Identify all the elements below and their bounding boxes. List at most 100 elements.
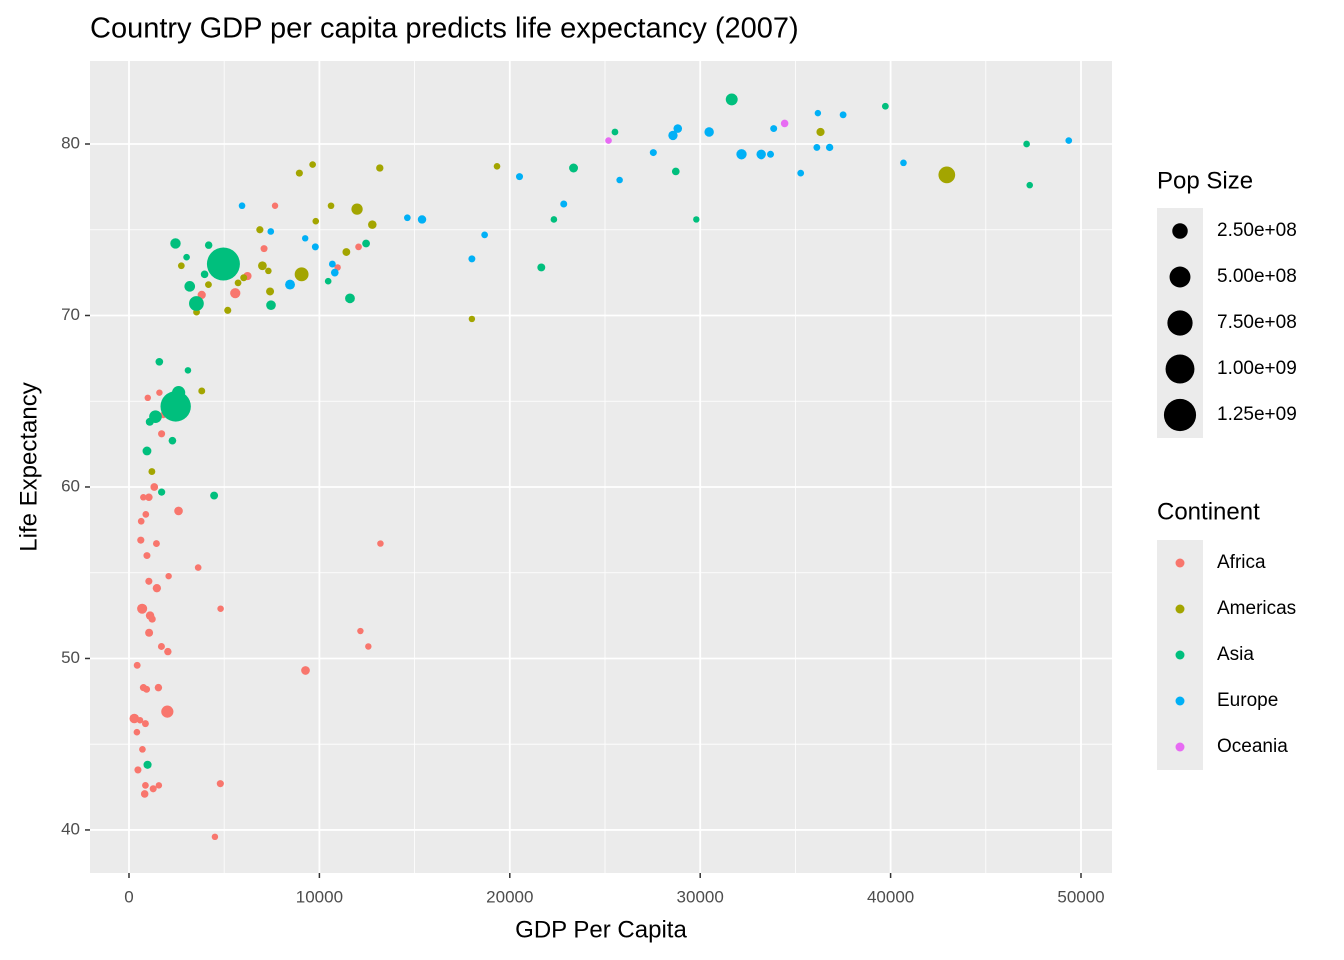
point — [725, 93, 738, 106]
point — [217, 605, 224, 612]
point — [330, 268, 339, 277]
legend-color-key — [1175, 696, 1185, 706]
point — [301, 666, 310, 675]
point — [311, 243, 319, 251]
point — [142, 511, 150, 518]
point — [814, 109, 822, 117]
point — [141, 720, 149, 728]
point — [194, 564, 202, 571]
y-tick-label: 60 — [61, 476, 80, 495]
point — [230, 288, 241, 299]
point — [143, 552, 151, 560]
point — [900, 159, 907, 167]
point — [256, 226, 264, 234]
point — [468, 315, 476, 323]
point — [184, 281, 196, 292]
point — [265, 267, 272, 275]
point — [324, 277, 332, 285]
point — [158, 430, 166, 438]
point — [368, 220, 377, 229]
panel — [90, 61, 1112, 873]
point — [704, 127, 714, 137]
legend-label: 7.50e+08 — [1217, 312, 1297, 333]
point — [362, 239, 370, 248]
y-tick-label: 70 — [61, 305, 80, 324]
point — [210, 491, 219, 500]
legend-color-key — [1175, 650, 1185, 660]
point — [839, 111, 847, 119]
point — [351, 203, 363, 215]
x-tick-label: 50000 — [1057, 887, 1104, 906]
legend-label: 2.50e+08 — [1217, 220, 1297, 241]
legend-color-key — [1175, 558, 1185, 568]
point — [560, 200, 568, 208]
point — [342, 248, 351, 256]
point — [177, 262, 185, 270]
point — [240, 274, 248, 282]
point — [129, 713, 140, 724]
legend-label: Oceania — [1217, 736, 1288, 757]
x-tick-label: 20000 — [486, 887, 533, 906]
legend-label: Americas — [1217, 598, 1296, 619]
point — [160, 391, 191, 422]
point — [770, 125, 778, 133]
legend-label: 1.25e+09 — [1217, 404, 1297, 425]
point — [143, 685, 151, 693]
point — [881, 102, 889, 110]
point — [152, 540, 160, 548]
legend-label: Asia — [1217, 644, 1254, 665]
point — [157, 642, 165, 650]
point — [145, 611, 155, 620]
point — [756, 149, 766, 160]
point — [267, 228, 275, 235]
point — [234, 279, 242, 287]
legend-size-key — [1165, 354, 1195, 384]
point — [154, 683, 163, 692]
point — [550, 216, 558, 223]
legend-label: 1.00e+09 — [1217, 358, 1297, 379]
point — [137, 603, 148, 614]
point — [216, 780, 224, 788]
point — [355, 243, 362, 251]
legend-color-key — [1175, 742, 1185, 752]
point — [158, 488, 166, 496]
point — [938, 166, 956, 184]
x-tick-label: 10000 — [296, 887, 343, 906]
point — [183, 253, 190, 261]
legend-label: Africa — [1217, 552, 1266, 573]
point — [211, 269, 219, 276]
point — [170, 238, 181, 249]
y-tick-label: 40 — [61, 819, 80, 838]
point — [309, 161, 316, 168]
point — [140, 494, 147, 501]
point — [174, 506, 183, 516]
point — [145, 628, 154, 637]
legend-size-key — [1172, 223, 1188, 239]
point — [816, 127, 825, 137]
point — [258, 261, 267, 271]
point — [133, 728, 141, 736]
point — [797, 169, 805, 177]
point — [736, 149, 747, 160]
point — [266, 287, 275, 296]
point — [211, 833, 219, 841]
legend-title: Continent — [1157, 498, 1260, 525]
point — [376, 164, 384, 172]
point — [137, 517, 145, 525]
legend-label: Europe — [1217, 690, 1278, 711]
point — [271, 202, 279, 209]
point — [493, 162, 501, 170]
legend-title: Pop Size — [1157, 167, 1253, 194]
point — [377, 540, 384, 547]
point — [150, 483, 159, 491]
point — [611, 128, 619, 136]
point — [295, 169, 303, 177]
point — [142, 781, 149, 789]
point — [198, 387, 206, 395]
point — [224, 306, 232, 314]
point — [189, 296, 204, 311]
point — [136, 716, 144, 724]
point — [345, 293, 355, 304]
point — [693, 216, 700, 223]
